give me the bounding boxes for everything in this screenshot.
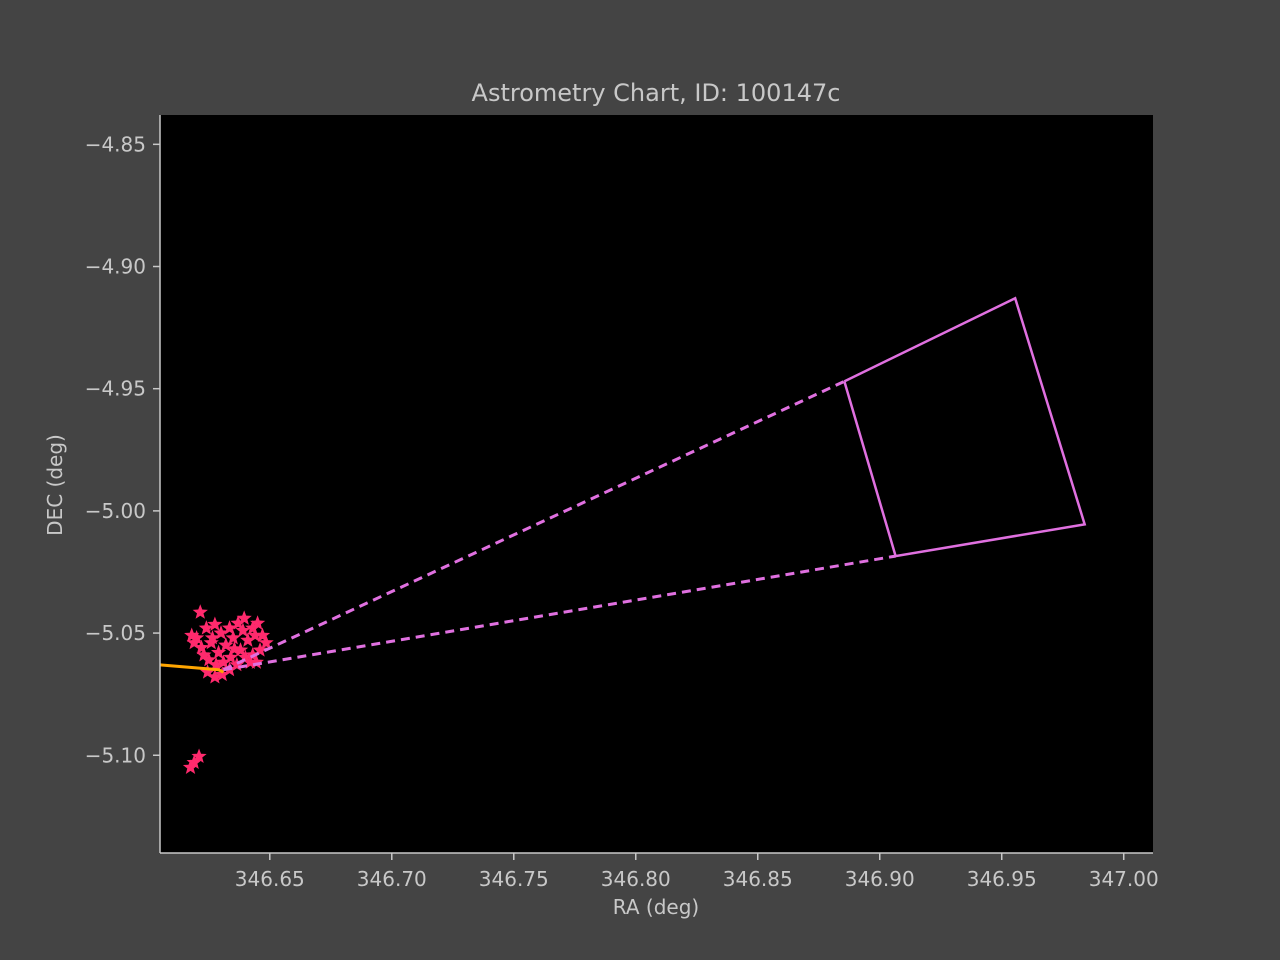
chart-title: Astrometry Chart, ID: 100147c bbox=[472, 79, 841, 107]
y-tick-label: −5.00 bbox=[85, 499, 146, 523]
star-marker bbox=[248, 654, 264, 669]
star-marker bbox=[208, 656, 224, 672]
star-marker bbox=[182, 759, 199, 774]
y-tick-label: −4.90 bbox=[85, 255, 146, 279]
star-marker bbox=[196, 647, 212, 662]
star-marker bbox=[204, 629, 221, 645]
star-marker bbox=[210, 644, 227, 660]
star-marker bbox=[223, 649, 239, 664]
star-marker bbox=[198, 620, 214, 635]
footprint-outline bbox=[843, 296, 1087, 558]
plot-layer bbox=[159, 296, 1087, 774]
star-marker bbox=[201, 651, 217, 667]
y-tick-label: −5.05 bbox=[85, 621, 146, 645]
star-marker bbox=[207, 616, 223, 631]
star-marker bbox=[245, 620, 261, 635]
y-tick-label: −4.85 bbox=[85, 132, 146, 156]
star-marker bbox=[186, 634, 202, 650]
star-marker bbox=[247, 627, 263, 642]
star-marker bbox=[229, 656, 245, 672]
star-marker bbox=[221, 620, 238, 635]
star-marker bbox=[242, 654, 258, 669]
cone-line bbox=[223, 554, 896, 672]
x-tick-label: 346.65 bbox=[235, 867, 305, 891]
cone-line bbox=[222, 380, 845, 672]
y-tick-label: −5.10 bbox=[85, 743, 146, 767]
y-axis-ticks: −4.85 −4.90 −4.95 −5.00 −5.05 −5.10 bbox=[85, 132, 160, 767]
star-marker bbox=[226, 640, 243, 656]
star-marker bbox=[236, 610, 252, 625]
x-tick-label: 346.90 bbox=[845, 867, 915, 891]
star-marker bbox=[235, 622, 251, 638]
star-marker bbox=[188, 629, 205, 645]
plot-area bbox=[160, 115, 1153, 853]
x-axis-ticks: 346.65 346.70 346.75 346.80 346.85 346.90 346.… bbox=[235, 853, 1159, 891]
star-marker bbox=[207, 669, 223, 684]
x-tick-label: 347.00 bbox=[1089, 867, 1159, 891]
star-marker bbox=[214, 666, 230, 682]
star-marker bbox=[193, 639, 210, 655]
star-marker bbox=[232, 642, 249, 657]
star-marker bbox=[184, 627, 200, 642]
star-marker bbox=[258, 634, 274, 650]
star-marker bbox=[186, 754, 202, 770]
x-tick-label: 346.75 bbox=[479, 867, 549, 891]
y-axis-label: DEC (deg) bbox=[43, 434, 67, 536]
x-tick-label: 346.95 bbox=[967, 867, 1037, 891]
star-marker bbox=[245, 647, 261, 662]
star-marker bbox=[225, 629, 241, 645]
x-tick-label: 346.85 bbox=[723, 867, 793, 891]
star-marker bbox=[192, 604, 208, 619]
x-axis-label: RA (deg) bbox=[613, 895, 699, 919]
star-marker bbox=[254, 627, 271, 642]
star-marker bbox=[191, 748, 207, 763]
star-marker bbox=[199, 664, 216, 679]
x-tick-label: 346.80 bbox=[601, 867, 671, 891]
star-marker bbox=[240, 632, 256, 647]
x-tick-label: 346.70 bbox=[357, 867, 427, 891]
star-marker bbox=[215, 654, 232, 669]
star-marker bbox=[252, 642, 268, 657]
star-marker bbox=[237, 649, 253, 664]
star-marker bbox=[213, 625, 229, 640]
star-marker bbox=[218, 637, 234, 652]
star-marker bbox=[230, 615, 246, 630]
star-marker bbox=[249, 615, 266, 630]
y-tick-label: −4.95 bbox=[85, 377, 146, 401]
track-line bbox=[159, 663, 225, 674]
